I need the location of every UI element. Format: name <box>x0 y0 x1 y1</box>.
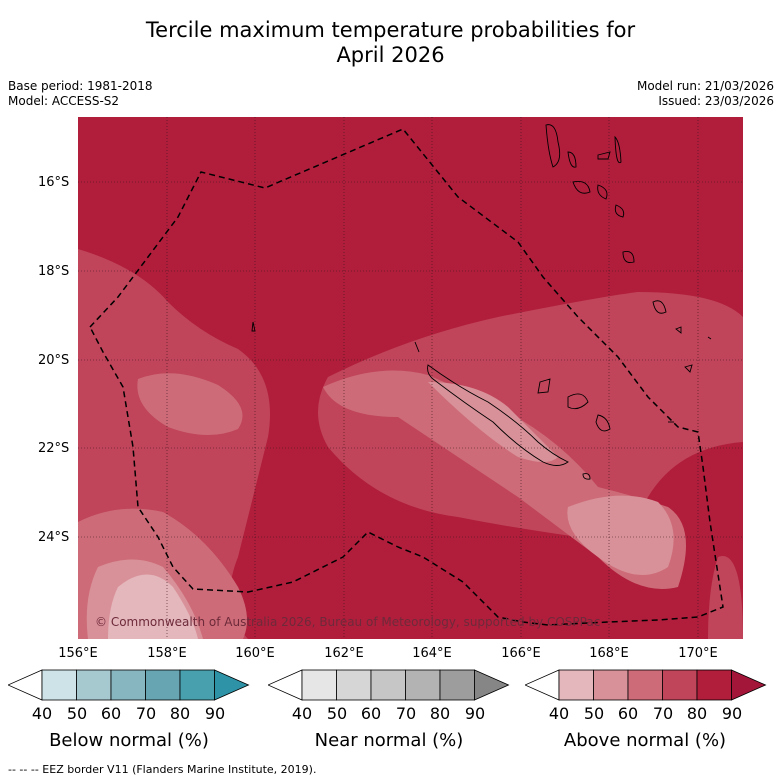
lat-label-16s: 16°S <box>38 175 70 190</box>
colorbar-cell <box>110 669 146 701</box>
lat-label-22s: 22°S <box>38 441 70 456</box>
isle-of-pines-coast <box>582 473 591 480</box>
belep-islands-coast <box>414 341 420 353</box>
lon-label-166e: 166°E <box>501 646 541 661</box>
colorbar-extend-low <box>268 669 303 701</box>
right-metadata: Model run: 21/03/2026 Issued: 23/03/2026 <box>637 79 774 109</box>
above-normal-colorbar <box>525 669 767 701</box>
colorbar-cell <box>662 669 698 701</box>
left-metadata: Base period: 1981-2018 Model: ACCESS-S2 <box>8 79 153 109</box>
near-tick-50: 50 <box>326 704 348 723</box>
below-tick-80: 80 <box>169 704 191 723</box>
coastlines <box>251 124 712 480</box>
colorbar-cell <box>439 669 475 701</box>
above-tick-70: 70 <box>652 704 674 723</box>
colorbar-cell <box>145 669 181 701</box>
colorbar-extend-high <box>474 669 510 701</box>
lat-label-24s: 24°S <box>38 530 70 545</box>
copyright-notice: © Commonwealth of Australia 2026, Bureau… <box>95 615 600 629</box>
model-text: Model: ACCESS-S2 <box>8 94 120 108</box>
lon-label-160e: 160°E <box>235 646 275 661</box>
hunter-island-coast <box>707 336 712 340</box>
near-normal-label: Near normal (%) <box>314 730 464 751</box>
ambae-coast <box>597 151 611 160</box>
base-period-text: Base period: 1981-2018 <box>8 79 153 93</box>
near-normal-colorbar <box>268 669 510 701</box>
chart-title: Tercile maximum temperature probabilitie… <box>0 18 781 68</box>
probability-map: © Commonwealth of Australia 2026, Bureau… <box>78 117 743 639</box>
lon-label-170e: 170°E <box>678 646 718 661</box>
title-line-1: Tercile maximum temperature probabilitie… <box>145 18 636 42</box>
lon-label-156e: 156°E <box>58 646 98 661</box>
colorbar-cell <box>41 669 77 701</box>
colorbar-cell <box>336 669 372 701</box>
lon-label-164e: 164°E <box>412 646 452 661</box>
above-tick-40: 40 <box>548 704 570 723</box>
prob-region-50-southeast <box>567 495 674 575</box>
colorbar-extend-high <box>731 669 767 701</box>
near-tick-60: 60 <box>360 704 382 723</box>
eez-footnote: -- -- -- EEZ border V11 (Flanders Marine… <box>8 763 317 776</box>
ouvea-coast <box>537 378 551 394</box>
colorbar-cell <box>405 669 441 701</box>
malekula-south-coast <box>572 181 591 194</box>
near-tick-70: 70 <box>395 704 417 723</box>
above-tick-80: 80 <box>686 704 708 723</box>
matthew-island-coast <box>684 364 693 373</box>
colorbar-cell <box>627 669 663 701</box>
below-tick-90: 90 <box>204 704 226 723</box>
below-tick-60: 60 <box>100 704 122 723</box>
espiritu-santo-coast <box>545 124 561 168</box>
colorbar-extend-low <box>8 669 43 701</box>
chesterfield-islands-coast <box>251 321 256 332</box>
above-tick-60: 60 <box>617 704 639 723</box>
lifou-coast <box>567 393 589 410</box>
lon-label-162e: 162°E <box>324 646 364 661</box>
above-tick-50: 50 <box>583 704 605 723</box>
colorbar-cell <box>76 669 112 701</box>
lat-label-20s: 20°S <box>38 353 70 368</box>
malekula-coast <box>567 151 577 168</box>
near-tick-90: 90 <box>464 704 486 723</box>
title-line-2: April 2026 <box>336 43 445 67</box>
prob-region-70-east-edge <box>708 556 743 639</box>
graticule <box>78 117 743 639</box>
above-normal-label: Above normal (%) <box>563 730 727 751</box>
new-caledonia-coast <box>427 364 569 466</box>
below-tick-40: 40 <box>31 704 53 723</box>
epi-coast <box>597 184 608 200</box>
erromango-coast <box>622 251 635 263</box>
issued-text: Issued: 23/03/2026 <box>658 94 774 108</box>
colorbar-extend-low <box>525 669 560 701</box>
prob-region-40-southwest <box>108 574 198 639</box>
colorbar-cell <box>696 669 732 701</box>
colorbar-cell <box>593 669 629 701</box>
near-tick-80: 80 <box>429 704 451 723</box>
below-tick-50: 50 <box>66 704 88 723</box>
colorbar-cell <box>558 669 594 701</box>
lon-label-158e: 158°E <box>147 646 187 661</box>
aneityum-coast <box>675 326 682 334</box>
prob-region-70-west-edge <box>78 437 94 462</box>
mare-coast <box>595 414 611 432</box>
tanna-coast <box>652 300 667 314</box>
prob-region-70-central <box>318 292 743 537</box>
above-tick-90: 90 <box>721 704 743 723</box>
below-normal-label: Below normal (%) <box>49 730 209 751</box>
colorbar-cell <box>301 669 337 701</box>
near-tick-40: 40 <box>291 704 313 723</box>
pentecost-coast <box>614 135 622 164</box>
colorbar-cell <box>370 669 406 701</box>
lon-label-168e: 168°E <box>589 646 629 661</box>
below-tick-70: 70 <box>135 704 157 723</box>
model-run-text: Model run: 21/03/2026 <box>636 79 774 93</box>
colorbar-cell <box>179 669 215 701</box>
prob-region-60-left <box>137 373 243 436</box>
below-normal-colorbar <box>8 669 250 701</box>
lat-label-18s: 18°S <box>38 264 70 279</box>
efate-coast <box>614 204 625 218</box>
colorbar-extend-high <box>214 669 250 701</box>
